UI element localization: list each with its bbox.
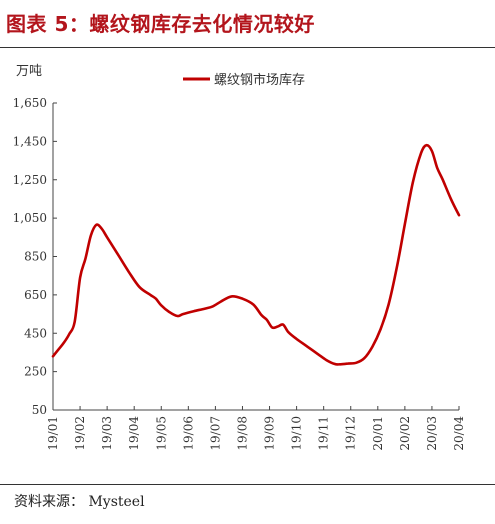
x-tick-label: 19/03 (100, 416, 114, 451)
y-axis-unit-label: 万吨 (16, 64, 42, 79)
y-tick-label: 1,650 (13, 96, 47, 110)
figure-title: 图表 5：螺纹钢库存去化情况较好 (6, 12, 315, 36)
title-divider (0, 47, 495, 48)
y-tick-label: 50 (32, 403, 47, 417)
y-tick-label: 450 (24, 326, 47, 340)
x-tick-label: 20/02 (398, 416, 412, 451)
y-tick-label: 1,250 (13, 173, 47, 187)
x-tick-label: 19/02 (73, 416, 87, 451)
x-tick-label: 19/12 (344, 416, 358, 451)
source-divider (0, 484, 495, 485)
y-tick-label: 250 (24, 365, 47, 379)
legend-label: 螺纹钢市场库存 (214, 72, 305, 88)
x-tick-label: 19/07 (208, 416, 222, 451)
x-tick-label: 19/09 (263, 416, 277, 451)
y-tick-label: 1,450 (13, 134, 47, 148)
x-tick-label: 19/01 (46, 416, 60, 451)
x-tick-label: 19/05 (154, 416, 168, 451)
x-tick-label: 19/11 (317, 416, 331, 451)
x-tick-label: 19/08 (235, 416, 249, 451)
x-tick-label: 20/04 (452, 416, 466, 451)
series-line-rebar-inventory (51, 143, 461, 366)
x-tick-label: 20/03 (425, 416, 439, 451)
x-tick-label: 20/01 (371, 416, 385, 451)
inventory-line-chart: 万吨 螺纹钢市场库存 1,650 1,450 1,250 1,050 850 650 450… (13, 64, 466, 451)
y-tick-label: 850 (24, 250, 47, 264)
x-tick-label: 19/06 (181, 416, 195, 451)
y-tick-label: 650 (24, 288, 47, 302)
source-note: 资料来源： Mysteel (14, 494, 145, 510)
x-tick-label: 19/10 (290, 416, 304, 451)
x-tick-label: 19/04 (127, 416, 141, 451)
y-tick-label: 1,050 (13, 211, 47, 225)
